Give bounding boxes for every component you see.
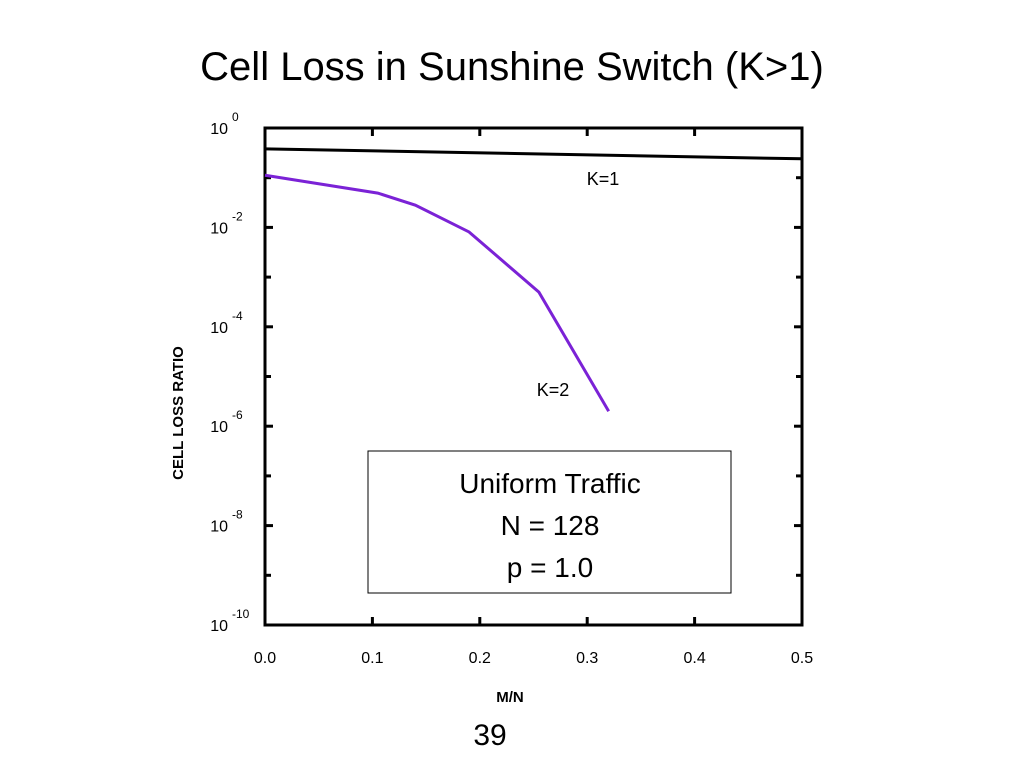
x-tick-label: 0.3 [576,650,598,667]
y-tick-label: 10 [210,220,228,237]
y-tick-exponent: 0 [232,110,239,124]
series-line [264,173,610,412]
x-tick-label: 0.0 [254,650,276,667]
y-tick-exponent: -4 [232,309,243,323]
y-tick-label: 10 [210,519,228,536]
y-tick-exponent: -2 [232,209,243,223]
y-tick-label: 10 [210,121,228,138]
chart-title: Cell Loss in Sunshine Switch (K>1) [200,45,824,89]
x-axis-label: M/N [496,689,524,706]
y-tick-label: 10 [210,320,228,337]
x-tick-label: 0.1 [361,650,383,667]
series-label: K=1 [587,169,620,189]
annotation-text: p = 1.0 [507,552,593,583]
x-tick-label: 0.2 [469,650,491,667]
y-axis-label: CELL LOSS RATIO [170,346,187,480]
page-number: 39 [473,719,506,752]
annotation-text: Uniform Traffic [459,468,641,499]
y-tick-exponent: -6 [232,408,243,422]
y-tick-exponent: -8 [232,508,243,522]
series-line [264,147,803,161]
annotation-box [367,450,732,594]
y-tick-exponent: -10 [232,607,250,621]
y-tick-label: 10 [210,419,228,436]
x-tick-label: 0.4 [683,650,705,667]
series-label: K=2 [537,380,570,400]
x-tick-label: 0.5 [791,650,813,667]
annotation-text: N = 128 [501,510,600,541]
y-tick-label: 10 [210,618,228,635]
